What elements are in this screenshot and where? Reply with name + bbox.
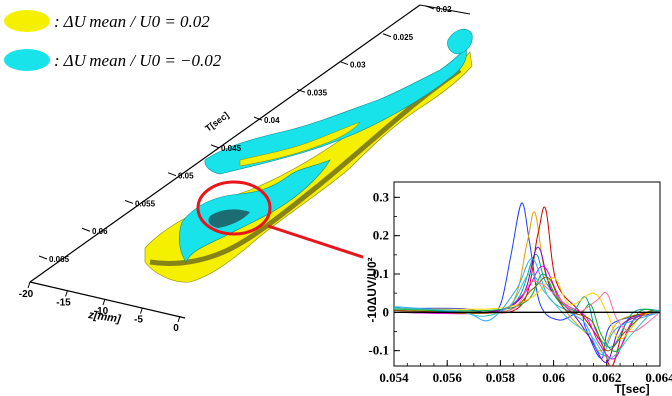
x-tick-label: 0.054 bbox=[379, 370, 409, 385]
z-axis-line bbox=[29, 281, 186, 319]
t-axis-tick bbox=[210, 144, 220, 149]
t-axis-tick bbox=[124, 199, 134, 204]
inset-plot: 0.054 0.056 0.058 0.06 0.062 0.064 -0.1 0 0.1 0.2… bbox=[368, 181, 672, 385]
series-line-12 bbox=[394, 273, 660, 359]
y-tick-label: 0.2 bbox=[373, 228, 389, 243]
z-axis-tick bbox=[177, 315, 181, 323]
z-axis-tick-label: -15 bbox=[56, 298, 71, 309]
inset-xlabel: T[sec] bbox=[614, 382, 649, 396]
t-axis-tick-label: 0.065 bbox=[49, 255, 70, 264]
inset-chart: 0.054 0.056 0.058 0.06 0.062 0.064 -0.1 0 0.1 0.2… bbox=[363, 176, 672, 396]
dark-vortex bbox=[208, 209, 250, 228]
t-axis-tick bbox=[382, 33, 392, 38]
t-axis-tick-label: 0.05 bbox=[178, 172, 194, 181]
legend-label-negative: : ΔU mean / U0 = −0.02 bbox=[54, 51, 222, 70]
highlight-leader-line bbox=[267, 224, 379, 264]
t-axis-tick-label: 0.03 bbox=[350, 61, 366, 70]
t-axis-tick bbox=[81, 227, 91, 232]
yellow-streak bbox=[239, 121, 361, 167]
z-axis-tick-label: -10 bbox=[94, 306, 109, 317]
t-axis-tick bbox=[296, 88, 306, 93]
t-axis-tick bbox=[167, 172, 177, 177]
y-tick-label: 0.3 bbox=[373, 189, 390, 204]
t-axis-tick bbox=[253, 116, 263, 121]
x-tick-label: 0.064 bbox=[645, 370, 672, 385]
t-axis-ticks: 0.02 0.025 0.03 0.035 0.04 0.045 0.05 0.055 0.06… bbox=[38, 5, 452, 264]
t-axis-tick bbox=[425, 5, 435, 10]
t-axis-line bbox=[29, 4, 421, 283]
cyan-isosurface-front bbox=[179, 159, 331, 263]
y-tick-label: -0.1 bbox=[368, 343, 389, 358]
t-axis-label: T[sec] bbox=[203, 110, 230, 134]
t-axis-tick-label: 0.02 bbox=[436, 5, 452, 14]
inset-frame bbox=[363, 176, 670, 396]
legend-swatch-cyan bbox=[4, 49, 50, 71]
t-axis-tick-label: 0.04 bbox=[264, 116, 280, 125]
z-axis-label: z[mm] bbox=[87, 309, 122, 326]
x-tick-label: 0.06 bbox=[542, 370, 565, 385]
inset-ylabel: -10ΔUV/U0² bbox=[365, 257, 379, 322]
legend-swatch-yellow bbox=[4, 10, 50, 32]
z-axis-tick-label: -20 bbox=[19, 289, 34, 300]
cyan-isosurface-back bbox=[204, 47, 467, 175]
t-axis-tick-label: 0.06 bbox=[92, 227, 108, 236]
t-axis-tick bbox=[38, 255, 48, 260]
z-axis-tick bbox=[102, 298, 106, 306]
cyan-blob-top bbox=[447, 28, 473, 55]
t-axis-tick-label: 0.055 bbox=[135, 199, 156, 208]
z-axis-ticks: -20 -15 -10 -5 0 bbox=[19, 281, 181, 334]
t-axis-tick-label: 0.045 bbox=[221, 144, 242, 153]
t-axis-tick-label: 0.025 bbox=[393, 33, 414, 42]
z-axis-tick bbox=[27, 281, 31, 289]
z-axis-tick bbox=[65, 290, 68, 297]
x-tick-label: 0.058 bbox=[486, 370, 516, 385]
y-tick-label: 0.1 bbox=[373, 266, 389, 281]
series-group bbox=[394, 202, 660, 366]
t-axis-tick bbox=[339, 61, 349, 66]
y-tick-label: 0 bbox=[383, 304, 390, 319]
contour-ridge bbox=[149, 67, 462, 266]
t-axis-tick-label: 0.035 bbox=[307, 88, 328, 97]
legend: : ΔU mean / U0 = 0.02 : ΔU mean / U0 = −… bbox=[4, 10, 222, 71]
z-axis-tick-label: -5 bbox=[134, 315, 143, 326]
x-tick-label: 0.062 bbox=[592, 370, 621, 385]
plot3d: 0.02 0.025 0.03 0.035 0.04 0.045 0.05 0.055 0.06… bbox=[19, 4, 473, 334]
x-tick-label: 0.056 bbox=[433, 370, 463, 385]
z-axis-tick-label: 0 bbox=[173, 323, 179, 334]
highlight-ellipse bbox=[196, 180, 272, 236]
z-axis-tick bbox=[140, 307, 143, 314]
legend-label-positive: : ΔU mean / U0 = 0.02 bbox=[54, 12, 210, 31]
